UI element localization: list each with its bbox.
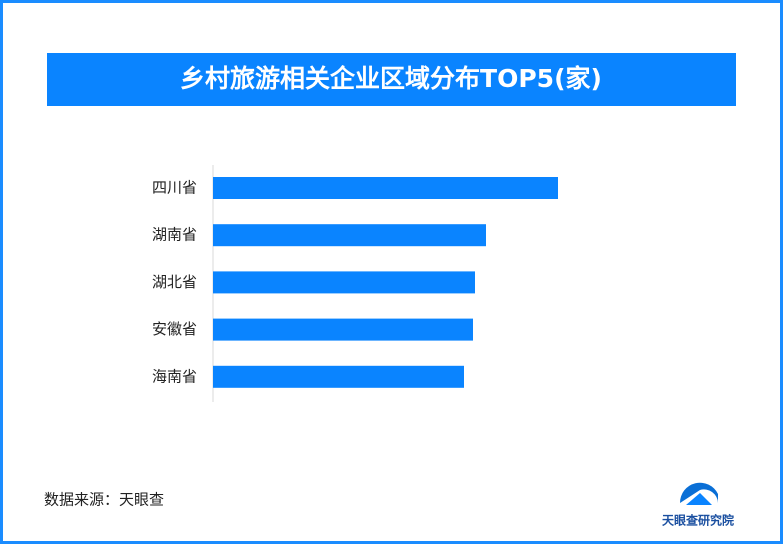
source-note: 数据来源：天眼查 [44, 491, 164, 509]
brand-logo [679, 482, 718, 505]
y-tick-label: 湖南省 [152, 226, 197, 244]
logo-icon [686, 493, 712, 505]
y-tick-label: 四川省 [152, 179, 197, 197]
title-banner [47, 53, 736, 106]
brand-text: 天眼查研究院 [662, 513, 734, 528]
bar [213, 177, 558, 199]
bar [213, 365, 464, 388]
y-tick-label: 湖北省 [152, 273, 197, 291]
bar [213, 318, 473, 341]
bar [213, 271, 475, 294]
y-tick-label: 海南省 [152, 367, 197, 385]
y-tick-label: 安徽省 [152, 320, 197, 338]
chart-title: 乡村旅游相关企业区域分布TOP5(家) [180, 64, 602, 93]
logo-icon [679, 482, 718, 503]
bar [213, 224, 486, 247]
